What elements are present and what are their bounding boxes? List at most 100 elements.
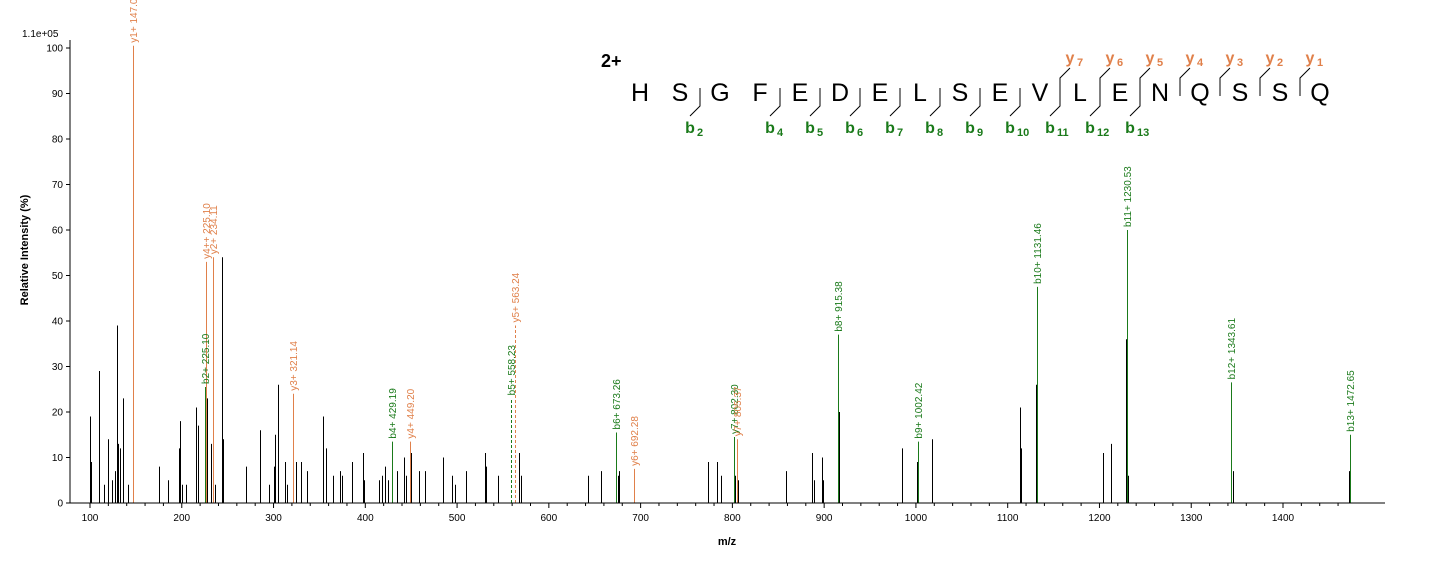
x-tick-label: 1300 (1180, 513, 1203, 524)
b-ion-subscript: 13 (1137, 127, 1149, 139)
y-ion-label: y (1146, 50, 1155, 67)
y-ion-bracket (1179, 67, 1191, 96)
b-ion-bracket (889, 88, 901, 117)
sequence-residue: H (631, 79, 649, 107)
sequence-residue: E (792, 79, 809, 107)
y-ion-bracket (1259, 67, 1271, 96)
b-ion-bracket (769, 88, 781, 117)
y-ion-label: y (1106, 50, 1115, 67)
y-ion-label: y (1226, 50, 1235, 67)
b-ion-bracket (969, 88, 981, 117)
y-tick-label: 100 (46, 44, 63, 55)
peak-label: b4+ 429.19 (388, 388, 399, 439)
sequence-residue: E (992, 79, 1009, 107)
peak-label: b12+ 1343.61 (1227, 318, 1238, 380)
sequence-residue: E (872, 79, 889, 107)
b-ion-label: b (925, 120, 935, 137)
b-ion-subscript: 9 (977, 127, 983, 139)
x-tick-label: 300 (265, 513, 282, 524)
y-tick-label: 40 (52, 317, 64, 328)
y-tick-label: 60 (52, 226, 64, 237)
peak-label: y2+ 234.11 (209, 205, 220, 254)
b-ion-label: b (1045, 120, 1055, 137)
peak-label: b6+ 673.26 (612, 379, 623, 430)
y-ion-bracket (1099, 67, 1111, 96)
x-tick-label: 1400 (1272, 513, 1295, 524)
peak-label: b11+ 1230.53 (1123, 166, 1134, 227)
peak-label: y3+ 321.14 (289, 341, 300, 391)
y-ion-subscript: 2 (1277, 57, 1283, 69)
sequence-residue: D (831, 79, 849, 107)
y-ion-label: y (1266, 50, 1275, 67)
x-tick-label: 700 (632, 513, 649, 524)
y-ion-bracket (1059, 67, 1071, 96)
sequence-residue: S (1272, 79, 1289, 107)
sequence-residue: N (1151, 79, 1169, 107)
sequence-residue: S (952, 79, 969, 107)
b-ion-label: b (1085, 120, 1095, 137)
y-ion-subscript: 6 (1117, 57, 1123, 69)
b-ion-subscript: 12 (1097, 127, 1109, 139)
peak-label: y4+ 449.20 (406, 388, 417, 438)
peak-label: b2+ 225.10 (201, 333, 212, 384)
sequence-residue: E (1112, 79, 1129, 107)
b-ion-bracket (809, 88, 821, 117)
b-ion-subscript: 6 (857, 127, 863, 139)
x-tick-label: 900 (816, 513, 833, 524)
b-ion-bracket (1129, 88, 1141, 117)
x-tick-label: 1200 (1088, 513, 1111, 524)
b-ion-label: b (885, 120, 895, 137)
y-tick-label: 10 (52, 453, 64, 464)
b-ion-bracket (689, 88, 701, 117)
intensity-scale-label: 1.1e+05 (22, 29, 59, 40)
peak-label: y4++ 225.10 (202, 203, 213, 259)
y-ion-subscript: 1 (1317, 57, 1323, 69)
y-ion-label: y (1186, 50, 1195, 67)
b-ion-subscript: 7 (897, 127, 903, 139)
peak-label: y7+ 802.30 (730, 384, 741, 434)
b-ion-subscript: 2 (697, 127, 703, 139)
axes-layer: 0 10 20 30 40 50 60 70 80 90 100 100 200 300 400 500 600… (46, 40, 1385, 524)
peak-label: b10+ 1131.46 (1033, 223, 1044, 284)
y-tick-label: 70 (52, 180, 64, 191)
b-ion-bracket (849, 88, 861, 117)
b-ion-label: b (685, 120, 695, 137)
y-tick-label: 50 (52, 271, 64, 282)
b-ion-subscript: 4 (777, 127, 784, 139)
x-tick-label: 400 (357, 513, 374, 524)
y-tick-label: 0 (57, 499, 63, 510)
b-ion-subscript: 5 (817, 127, 823, 139)
b-ion-bracket (1009, 88, 1021, 117)
peak-label: b13+ 1472.65 (1346, 370, 1357, 432)
b-ion-bracket (1049, 88, 1061, 117)
peaks-layer (90, 45, 1351, 503)
sequence-residue: G (710, 79, 729, 107)
y-axis-title: Relative Intensity (%) (19, 194, 31, 305)
y-ion-subscript: 3 (1237, 57, 1243, 69)
y-tick-label: 30 (52, 362, 64, 373)
y-tick-label: 20 (52, 408, 64, 419)
b-ion-label: b (1005, 120, 1015, 137)
peak-label: y1+ 147.08 (129, 0, 140, 43)
x-axis-title: m/z (718, 536, 737, 548)
b-ion-subscript: 8 (937, 127, 943, 139)
peak-label: y6+ 692.28 (630, 416, 641, 466)
b-ion-bracket (929, 88, 941, 117)
y-ion-subscript: 5 (1157, 57, 1163, 69)
sequence-residue: Q (1190, 79, 1209, 107)
sequence-residue: L (1073, 79, 1087, 107)
peak-label: b9+ 1002.42 (914, 382, 925, 438)
x-tick-label: 500 (449, 513, 466, 524)
x-tick-label: 800 (724, 513, 741, 524)
sequence-residue: F (752, 79, 767, 107)
charge-state-label: 2+ (601, 51, 622, 71)
y-ion-subscript: 7 (1077, 57, 1083, 69)
y-ion-subscript: 4 (1197, 57, 1204, 69)
sequence-residue: S (672, 79, 689, 107)
peak-label: y7+ 805.37 (733, 386, 744, 436)
b-ion-subscript: 11 (1057, 127, 1069, 139)
y-tick-label: 90 (52, 89, 64, 100)
peak-label: y5+ 563.24 (511, 272, 522, 322)
